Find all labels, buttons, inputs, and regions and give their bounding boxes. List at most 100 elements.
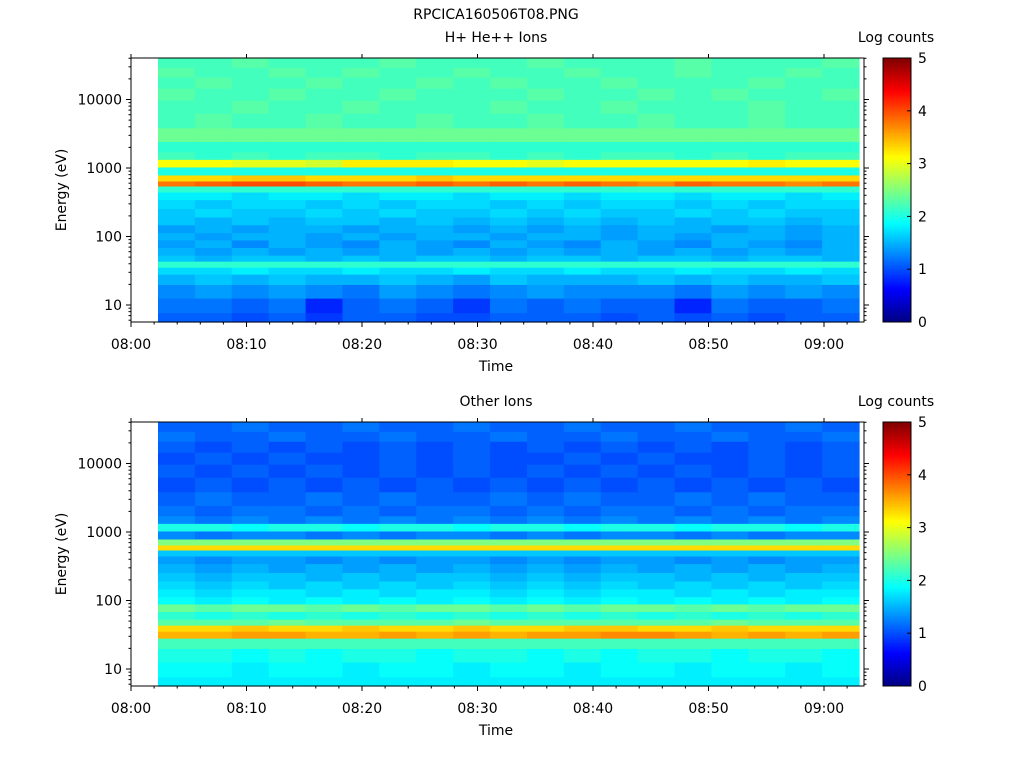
- heatmap-cell: [563, 452, 602, 465]
- heatmap-cell: [600, 191, 639, 201]
- heatmap-cell: [416, 431, 454, 442]
- heatmap-cell: [231, 58, 270, 68]
- colorbar-swatch: [883, 582, 911, 586]
- heatmap-cell: [342, 239, 380, 249]
- y-tick-label: 100: [95, 594, 122, 610]
- colorbar-swatch: [883, 201, 911, 204]
- colorbar-swatch: [883, 617, 911, 621]
- heatmap-cell: [453, 648, 491, 663]
- heatmap-cell: [305, 88, 344, 101]
- colorbar-swatch: [883, 82, 911, 85]
- heatmap-cell: [268, 611, 307, 620]
- heatmap-cell: [822, 549, 860, 557]
- colorbar-swatch: [883, 670, 911, 674]
- heatmap-cell: [453, 572, 491, 582]
- colorbar-swatch: [883, 485, 911, 489]
- colorbar-swatch: [883, 247, 911, 250]
- heatmap-cell: [231, 88, 270, 101]
- heatmap-cell: [674, 166, 713, 176]
- heatmap-cell: [822, 224, 860, 234]
- heatmap-cell: [194, 631, 233, 639]
- heatmap-cell: [305, 538, 344, 546]
- heatmap-cell: [526, 491, 565, 506]
- heatmap-cell: [822, 603, 860, 613]
- heatmap-cell: [416, 619, 454, 626]
- heatmap-cell: [490, 491, 528, 506]
- heatmap-cell: [526, 530, 565, 540]
- heatmap-cell: [637, 166, 676, 176]
- heatmap-cell: [453, 100, 491, 114]
- colorbar-swatch: [883, 308, 911, 312]
- heatmap-cell: [453, 491, 491, 506]
- heatmap-cell: [637, 67, 676, 78]
- colorbar-swatch: [883, 494, 911, 498]
- heatmap-cell: [600, 180, 639, 187]
- colorbar-swatch: [883, 646, 911, 650]
- heatmap-cell: [194, 491, 233, 506]
- heatmap-cell: [563, 274, 602, 285]
- heatmap-cell: [305, 648, 344, 663]
- colorbar-tick-label: 5: [918, 415, 927, 431]
- colorbar-swatch: [883, 275, 911, 279]
- heatmap-cell: [822, 113, 860, 129]
- heatmap-cell: [637, 191, 676, 201]
- heatmap-cell: [711, 452, 749, 465]
- heatmap-cell: [268, 452, 307, 465]
- heatmap-cell: [194, 676, 233, 687]
- heatmap-cell: [453, 261, 491, 268]
- colorbar-swatch: [883, 205, 911, 209]
- heatmap-cell: [711, 255, 749, 262]
- colorbar-swatch: [883, 170, 911, 173]
- heatmap-cell: [637, 261, 676, 268]
- colorbar-swatch: [883, 306, 911, 310]
- heatmap-cell: [563, 77, 602, 89]
- colorbar-swatch: [883, 666, 911, 669]
- heatmap-cell: [342, 88, 380, 101]
- heatmap-cell: [563, 88, 602, 101]
- heatmap-cell: [674, 298, 713, 314]
- heatmap-cell: [748, 58, 786, 68]
- heatmap-cell: [711, 515, 749, 524]
- heatmap-cell: [490, 185, 528, 193]
- heatmap-cell: [268, 312, 307, 323]
- colorbar-swatch: [883, 562, 911, 566]
- heatmap-cell: [600, 239, 639, 249]
- colorbar-swatch: [883, 154, 911, 158]
- heatmap-cell: [379, 151, 417, 160]
- colorbar-swatch: [883, 571, 911, 575]
- x-tick-label: 08:00: [111, 337, 151, 353]
- heatmap-cell: [194, 312, 233, 323]
- heatmap-cell: [379, 515, 417, 524]
- heatmap-cell: [194, 267, 233, 275]
- heatmap-cell: [342, 538, 380, 546]
- heatmap-cell: [600, 127, 639, 142]
- heatmap-cell: [637, 312, 676, 323]
- heatmap-cell: [379, 312, 417, 323]
- colorbar-swatch: [883, 245, 911, 248]
- heatmap-cell: [158, 572, 196, 582]
- colorbar-swatch: [883, 584, 911, 588]
- colorbar-swatch: [883, 455, 911, 458]
- heatmap-cell: [158, 67, 196, 78]
- colorbar-tick-label: 3: [918, 157, 927, 173]
- heatmap-cell: [268, 625, 307, 632]
- colorbar-swatch: [883, 657, 911, 661]
- heatmap-cell: [490, 247, 528, 256]
- colorbar-swatch: [883, 293, 911, 297]
- heatmap-cell: [453, 523, 491, 532]
- heatmap-cell: [158, 464, 196, 478]
- y-tick-label: 1000: [86, 161, 122, 177]
- heatmap-cell: [453, 638, 491, 649]
- heatmap-cell: [563, 180, 602, 187]
- heatmap-cell: [231, 191, 270, 201]
- heatmap-cell: [711, 191, 749, 201]
- colorbar-swatch: [883, 490, 911, 493]
- colorbar-swatch: [883, 88, 911, 92]
- heatmap-cell: [748, 464, 786, 478]
- heatmap-cell: [785, 232, 823, 241]
- colorbar-swatch: [883, 468, 911, 471]
- heatmap-cell: [416, 572, 454, 582]
- heatmap-cell: [748, 538, 786, 546]
- heatmap-cell: [822, 151, 860, 160]
- heatmap-cell: [711, 199, 749, 210]
